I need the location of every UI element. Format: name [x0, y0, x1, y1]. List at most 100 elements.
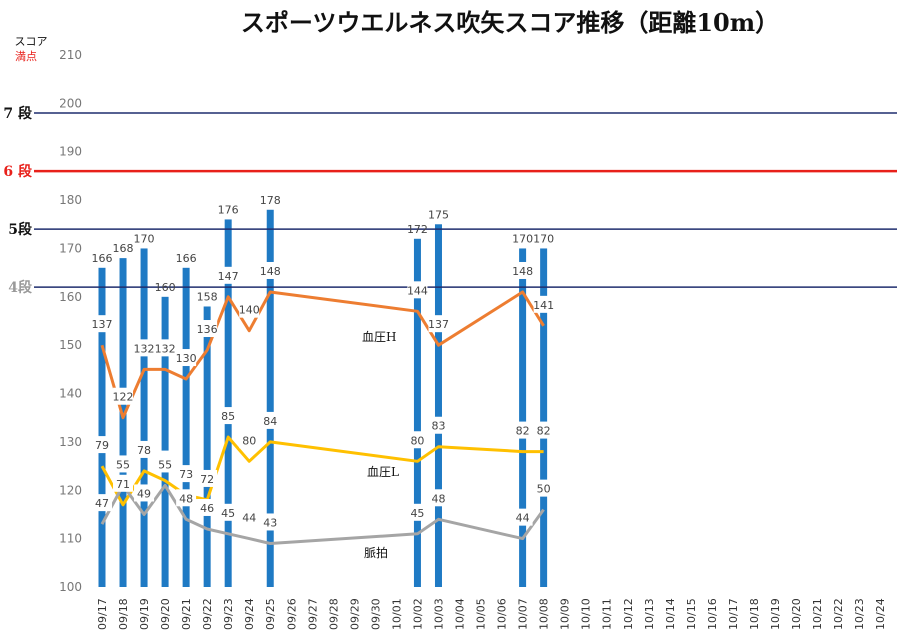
vital-label-bg — [197, 498, 218, 516]
vital-label-bg — [512, 261, 533, 279]
x-tick-label: 09/24 — [243, 598, 256, 630]
score-bar — [119, 258, 127, 587]
vital-data-label: 73 — [179, 468, 193, 481]
vital-data-label: 140 — [239, 304, 260, 317]
vital-label-bg — [92, 494, 112, 512]
vital-data-label: 141 — [533, 299, 554, 312]
vital-label-bg — [512, 421, 533, 439]
vital-label-bg — [239, 508, 260, 526]
score-data-label: 166 — [92, 252, 113, 265]
vital-data-label: 44 — [516, 512, 530, 525]
x-tick-label: 10/24 — [874, 598, 887, 630]
x-tick-label: 10/03 — [432, 598, 445, 630]
vital-data-label: 47 — [95, 497, 109, 510]
vital-data-label: 83 — [431, 420, 445, 433]
x-tick-label: 09/19 — [138, 598, 151, 630]
vital-label-bg — [218, 407, 239, 425]
vital-data-label: 136 — [197, 323, 218, 336]
vital-data-label: 122 — [113, 391, 134, 404]
vital-data-label: 137 — [428, 318, 449, 331]
score-bar — [434, 224, 442, 588]
vital-data-label: 50 — [537, 483, 551, 496]
vital-label-bg — [533, 295, 554, 313]
x-tick-label: 10/22 — [832, 598, 845, 630]
x-tick-label: 10/06 — [496, 598, 509, 630]
vital-label-bg — [155, 339, 176, 357]
vital-label-bg — [134, 339, 155, 357]
vital-data-label: 84 — [263, 415, 277, 428]
vital-line — [100, 483, 545, 545]
score-bar — [182, 267, 190, 587]
x-tick-label: 10/12 — [622, 598, 635, 630]
score-data-label: 166 — [176, 252, 197, 265]
vital-label-bg — [260, 513, 281, 531]
vital-label-bg — [155, 455, 176, 473]
y-tick-label: 110 — [59, 532, 82, 546]
y-tick-label: 170 — [59, 241, 82, 255]
x-tick-label: 09/28 — [327, 598, 340, 630]
x-tick-label: 10/19 — [769, 598, 782, 630]
x-axis: 09/17 09/18 09/19 09/20 09/21 09/22 09/23 09/24… — [96, 598, 887, 630]
vital-data-label: 144 — [407, 284, 428, 297]
score-bar — [266, 209, 274, 587]
vital-label-bg — [218, 503, 239, 521]
vital-data-label: 80 — [410, 434, 424, 447]
vital-label-bg — [260, 411, 281, 429]
y-tick-label: 100 — [59, 580, 82, 594]
x-tick-label: 09/20 — [159, 598, 172, 630]
score-data-label: 178 — [260, 194, 281, 207]
x-tick-label: 09/29 — [348, 598, 361, 630]
score-bars — [98, 209, 548, 588]
y-axis: 100 110 120 130 140 150 160 170 180 190 200 210 — [59, 48, 82, 594]
vital-data-label: 132 — [155, 342, 176, 355]
vital-line — [100, 290, 545, 420]
vital-label-bg — [113, 455, 134, 473]
x-tick-label: 10/18 — [748, 598, 761, 630]
rank-label: 7 段 — [3, 105, 32, 122]
vital-data-label: 45 — [410, 507, 424, 520]
vital-data-label: 78 — [137, 444, 151, 457]
vital-label-bg — [512, 508, 533, 526]
y-tick-label: 210 — [59, 48, 82, 62]
score-data-label: 160 — [155, 281, 176, 294]
vital-data-label: 44 — [242, 512, 256, 525]
rank-label: 4段 — [8, 279, 32, 296]
rank-label: 6 段 — [3, 163, 32, 180]
x-tick-label: 10/13 — [643, 598, 656, 630]
score-data-label: 176 — [218, 203, 239, 216]
x-tick-label: 09/23 — [222, 598, 235, 630]
vital-data-label: 49 — [137, 487, 151, 500]
vital-data-label: 72 — [200, 473, 214, 486]
vital-data-label: 79 — [95, 439, 109, 452]
vital-data-label: 80 — [242, 434, 256, 447]
vital-label-bg — [239, 300, 260, 318]
score-bar — [519, 248, 527, 588]
vital-data-label: 85 — [221, 410, 235, 423]
score-data-label: 170 — [533, 232, 554, 245]
vital-label-bg — [407, 503, 428, 521]
y-tick-label: 150 — [59, 338, 82, 352]
x-tick-label: 09/17 — [96, 598, 109, 630]
rank-lines: 7 段 6 段 5段 4段 — [3, 105, 897, 296]
vital-data-label: 130 — [176, 352, 197, 365]
vital-label-bg — [533, 421, 554, 439]
y-tick-label: 160 — [59, 290, 82, 304]
series-name-label: 血圧H — [362, 330, 396, 344]
x-tick-label: 10/02 — [411, 598, 424, 630]
vital-label-bg — [176, 489, 197, 507]
vital-data-label: 48 — [431, 492, 445, 505]
vital-data-label: 148 — [260, 265, 281, 278]
score-data-label: 170 — [134, 232, 155, 245]
score-data-label: 158 — [197, 290, 218, 303]
score-bar — [140, 248, 148, 588]
x-tick-label: 10/23 — [853, 598, 866, 630]
x-tick-label: 10/09 — [559, 598, 572, 630]
score-data-label: 170 — [512, 232, 533, 245]
y-tick-label: 180 — [59, 193, 82, 207]
vital-label-bg — [260, 261, 281, 279]
score-bar — [98, 267, 106, 587]
x-tick-label: 09/21 — [180, 598, 193, 630]
vital-label-bg — [134, 484, 155, 502]
